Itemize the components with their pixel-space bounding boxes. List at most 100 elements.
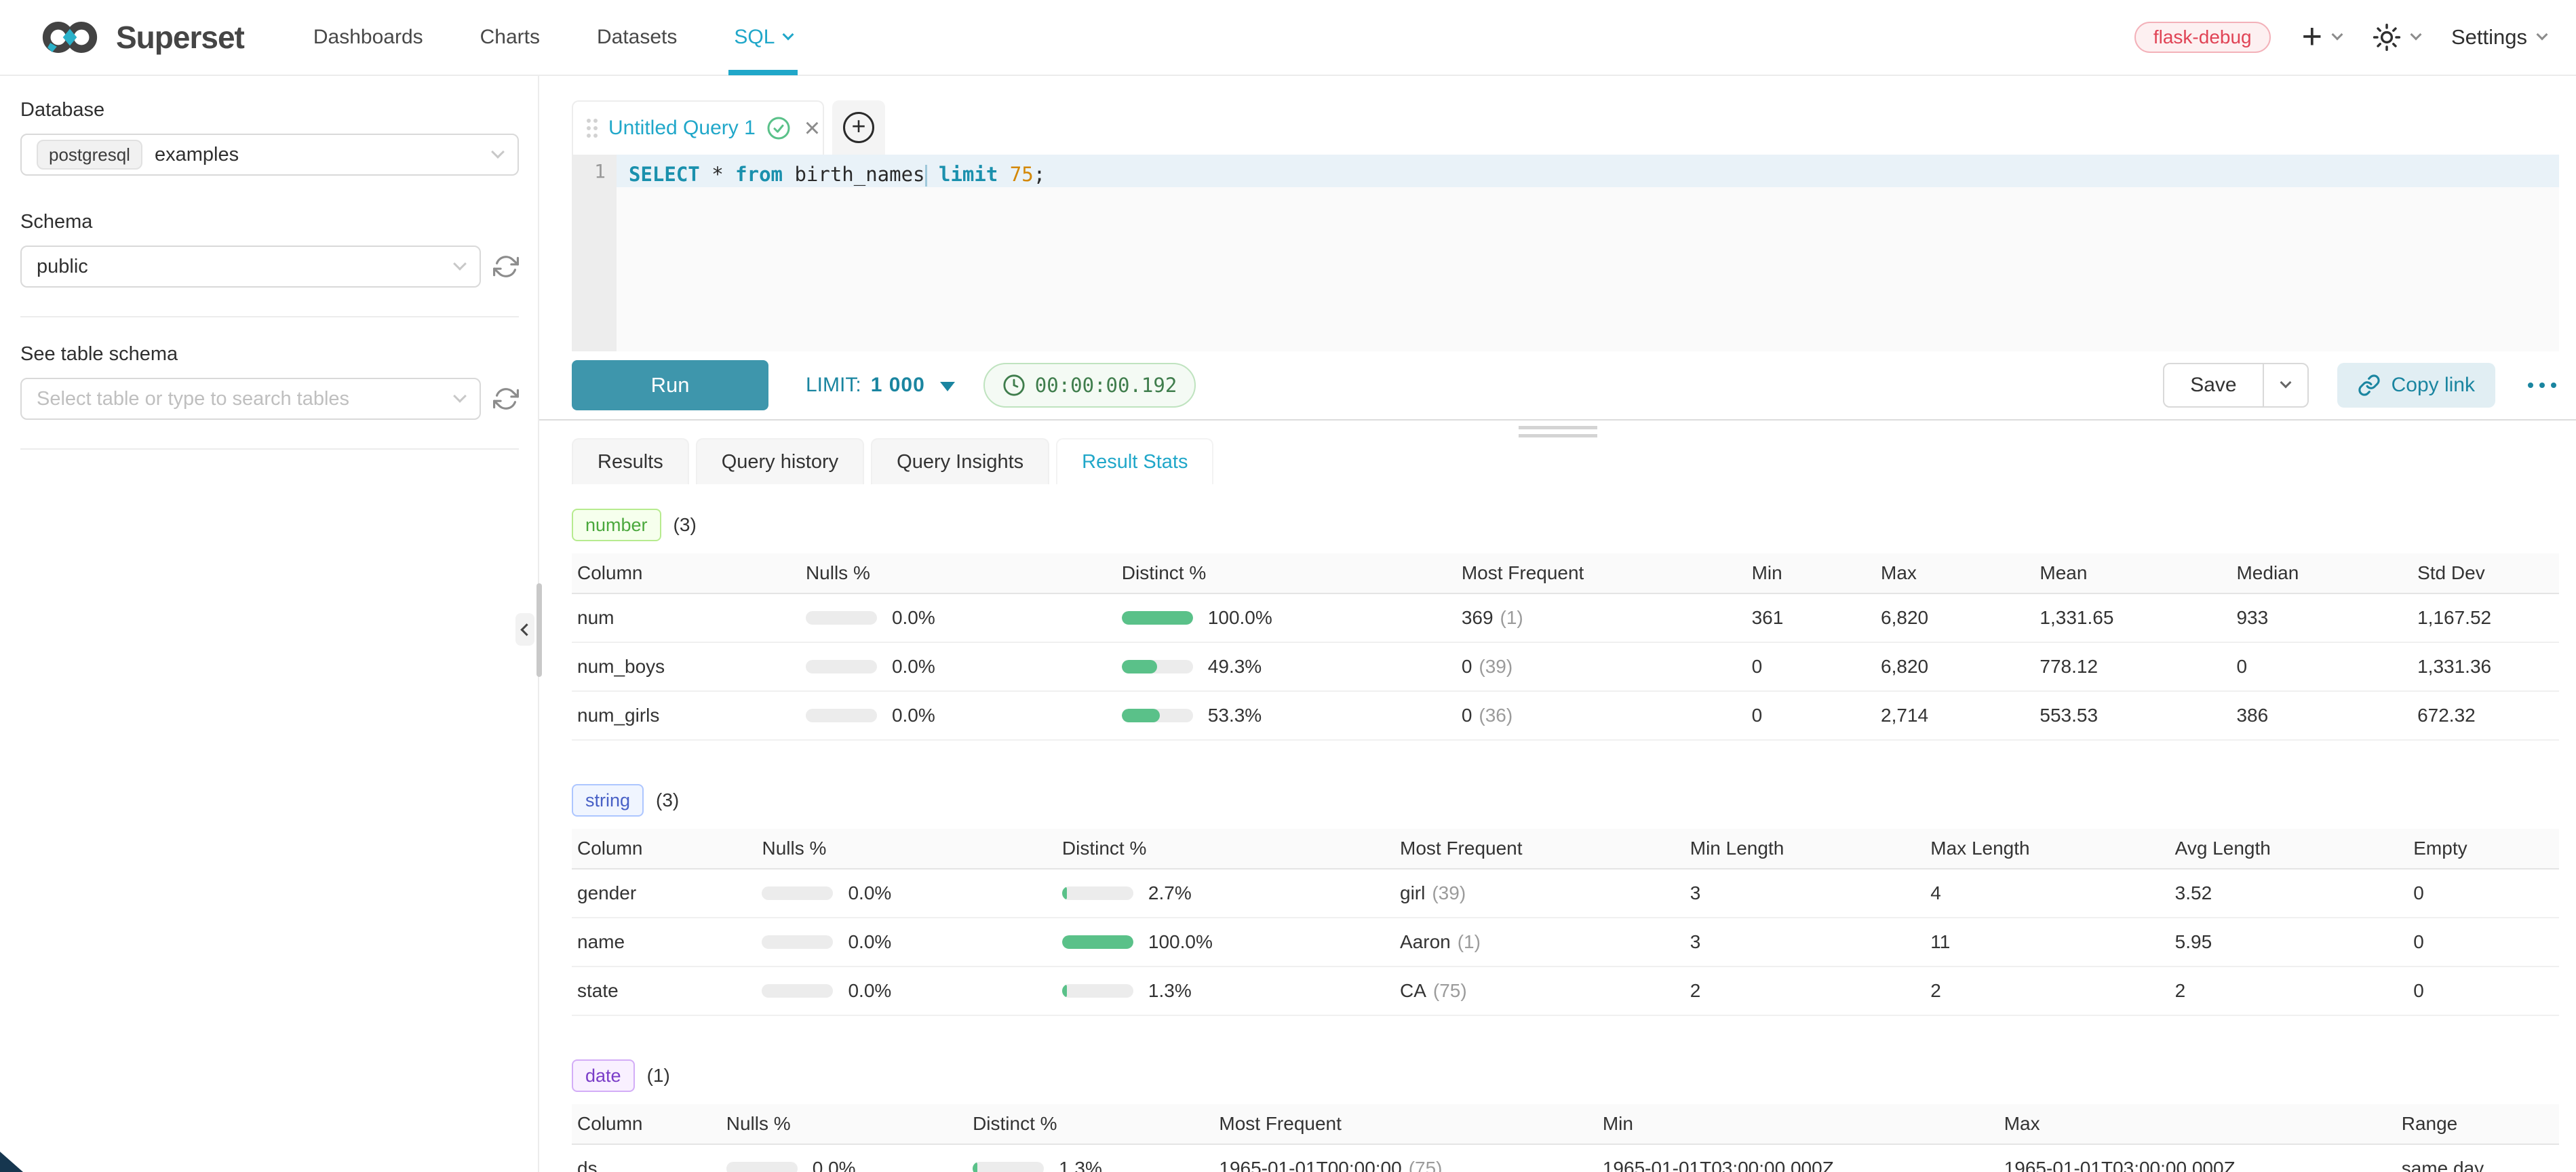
most-frequent-count: (36) xyxy=(1479,705,1513,726)
percent-label: 0.0% xyxy=(848,980,891,1002)
cell-value: 0 xyxy=(2408,882,2559,904)
most-frequent-value: Aaron xyxy=(1400,931,1451,952)
tab-result-stats[interactable]: Result Stats xyxy=(1056,438,1213,484)
cell-distinct-pct: 100.0% xyxy=(1057,931,1394,953)
cell-value: 6,820 xyxy=(1875,607,2034,629)
tab-query-history[interactable]: Query history xyxy=(696,438,864,484)
column-header: Column xyxy=(572,838,756,859)
chevron-down-icon xyxy=(2331,29,2343,41)
refresh-tables-button[interactable] xyxy=(493,386,519,412)
new-query-tab-button[interactable]: + xyxy=(832,100,885,155)
nav-item-datasets[interactable]: Datasets xyxy=(568,0,705,75)
link-icon xyxy=(2358,374,2381,397)
column-header: Avg Length xyxy=(2170,838,2408,859)
superset-brand[interactable]: Superset xyxy=(37,18,244,57)
chevron-down-icon xyxy=(2280,377,2291,389)
chevron-down-icon xyxy=(453,389,467,403)
percent-label: 0.0% xyxy=(892,656,935,678)
cell-value: same day xyxy=(2396,1158,2559,1172)
cell-most-frequent: 0(39) xyxy=(1456,656,1746,678)
settings-menu[interactable]: Settings xyxy=(2451,25,2546,50)
percent-label: 0.0% xyxy=(892,705,935,726)
save-button[interactable]: Save xyxy=(2164,364,2262,406)
percent-label: 100.0% xyxy=(1148,931,1213,953)
database-select[interactable]: postgresql examples xyxy=(20,134,519,176)
line-number: 1 xyxy=(594,160,606,182)
cell-value: 1965-01-01T03:00:00.000Z xyxy=(1597,1158,1999,1172)
table-header-row: ColumnNulls %Distinct %Most FrequentMinM… xyxy=(572,1104,2559,1145)
sql-token xyxy=(927,163,939,186)
chevron-down-icon xyxy=(2410,29,2421,41)
stats-section-number: number(3)ColumnNulls %Distinct %Most Fre… xyxy=(572,509,2559,741)
distinct-progress-bar xyxy=(973,1162,1044,1172)
sql-editor[interactable]: 1 SELECT * from birth_names limit 75; xyxy=(572,155,2559,351)
column-header: Range xyxy=(2396,1113,2559,1135)
nav-item-charts[interactable]: Charts xyxy=(452,0,568,75)
column-header: Nulls % xyxy=(800,562,1116,584)
query-editor-tab[interactable]: Untitled Query 1 × xyxy=(572,100,824,155)
theme-toggle-button[interactable] xyxy=(2373,23,2420,52)
cell-value: 933 xyxy=(2231,607,2412,629)
column-header: Most Frequent xyxy=(1213,1113,1597,1135)
cell-most-frequent: girl(39) xyxy=(1394,882,1685,904)
chevron-down-icon xyxy=(2537,29,2548,41)
cell-nulls-pct: 0.0% xyxy=(756,882,1056,904)
run-button[interactable]: Run xyxy=(572,360,768,410)
column-header: Max xyxy=(1875,562,2034,584)
tab-query-insights[interactable]: Query Insights xyxy=(871,438,1049,484)
more-options-button[interactable] xyxy=(2525,376,2559,395)
cell-value: 672.32 xyxy=(2412,705,2559,726)
chevron-down-icon xyxy=(491,145,505,159)
column-header: Column xyxy=(572,562,800,584)
column-header: Min xyxy=(1597,1113,1999,1135)
nav-item-label: SQL xyxy=(734,26,775,49)
cell-value: 5.95 xyxy=(2170,931,2408,953)
database-select-value: examples xyxy=(155,144,239,166)
chevron-left-icon xyxy=(520,623,532,636)
editor-toolbar: Run LIMIT: 1 000 00:00:00.192 Save xyxy=(539,351,2576,419)
settings-label: Settings xyxy=(2451,25,2527,50)
tab-results[interactable]: Results xyxy=(572,438,689,484)
limit-dropdown[interactable]: LIMIT: 1 000 xyxy=(806,374,955,397)
schema-select[interactable]: public xyxy=(20,246,481,288)
sidebar-collapse-button[interactable] xyxy=(515,613,534,646)
save-options-button[interactable] xyxy=(2263,364,2307,406)
table-row: gender0.0%2.7%girl(39)343.520 xyxy=(572,870,2559,918)
most-frequent-value: 369 xyxy=(1462,607,1494,628)
column-header: Most Frequent xyxy=(1456,562,1746,584)
line-number-gutter: 1 xyxy=(572,155,617,351)
refresh-schemas-button[interactable] xyxy=(493,254,519,279)
cell-value: 1,331.65 xyxy=(2034,607,2231,629)
cell-value: 553.53 xyxy=(2034,705,2231,726)
query-tab-title: Untitled Query 1 xyxy=(608,117,756,140)
nav-item-dashboards[interactable]: Dashboards xyxy=(285,0,452,75)
percent-label: 1.3% xyxy=(1148,980,1192,1002)
superset-logo-icon xyxy=(37,18,102,57)
cell-nulls-pct: 0.0% xyxy=(800,607,1116,629)
pane-resize-handle[interactable] xyxy=(1519,426,1597,442)
sql-token: 75 xyxy=(1010,163,1034,186)
percent-label: 2.7% xyxy=(1148,882,1192,904)
percent-label: 0.0% xyxy=(892,607,935,629)
table-select[interactable]: Select table or type to search tables xyxy=(20,378,481,420)
south-tabs: ResultsQuery historyQuery InsightsResult… xyxy=(539,438,2576,484)
vertical-scrollbar[interactable] xyxy=(536,583,542,677)
nav-item-sql[interactable]: SQL xyxy=(705,0,821,75)
mouse-cursor xyxy=(0,1152,23,1172)
cell-value: 2 xyxy=(1925,980,2169,1002)
cell-value: 4 xyxy=(1925,882,2169,904)
column-count: (3) xyxy=(656,789,679,811)
copy-link-button[interactable]: Copy link xyxy=(2337,363,2495,408)
most-frequent-value: 0 xyxy=(1462,656,1472,677)
most-frequent-count: (75) xyxy=(1409,1158,1443,1172)
cell-value: 0 xyxy=(2408,980,2559,1002)
most-frequent-value: CA xyxy=(1400,980,1426,1001)
close-tab-icon[interactable]: × xyxy=(804,115,820,142)
cell-column-name: num_girls xyxy=(572,705,800,726)
new-item-button[interactable]: + xyxy=(2302,23,2341,52)
cell-most-frequent: 369(1) xyxy=(1456,607,1746,629)
sql-token: from xyxy=(735,163,783,186)
editor-tabbar: Untitled Query 1 × + xyxy=(539,76,2576,155)
cell-column-name: name xyxy=(572,931,756,953)
schema-label: Schema xyxy=(20,211,519,233)
